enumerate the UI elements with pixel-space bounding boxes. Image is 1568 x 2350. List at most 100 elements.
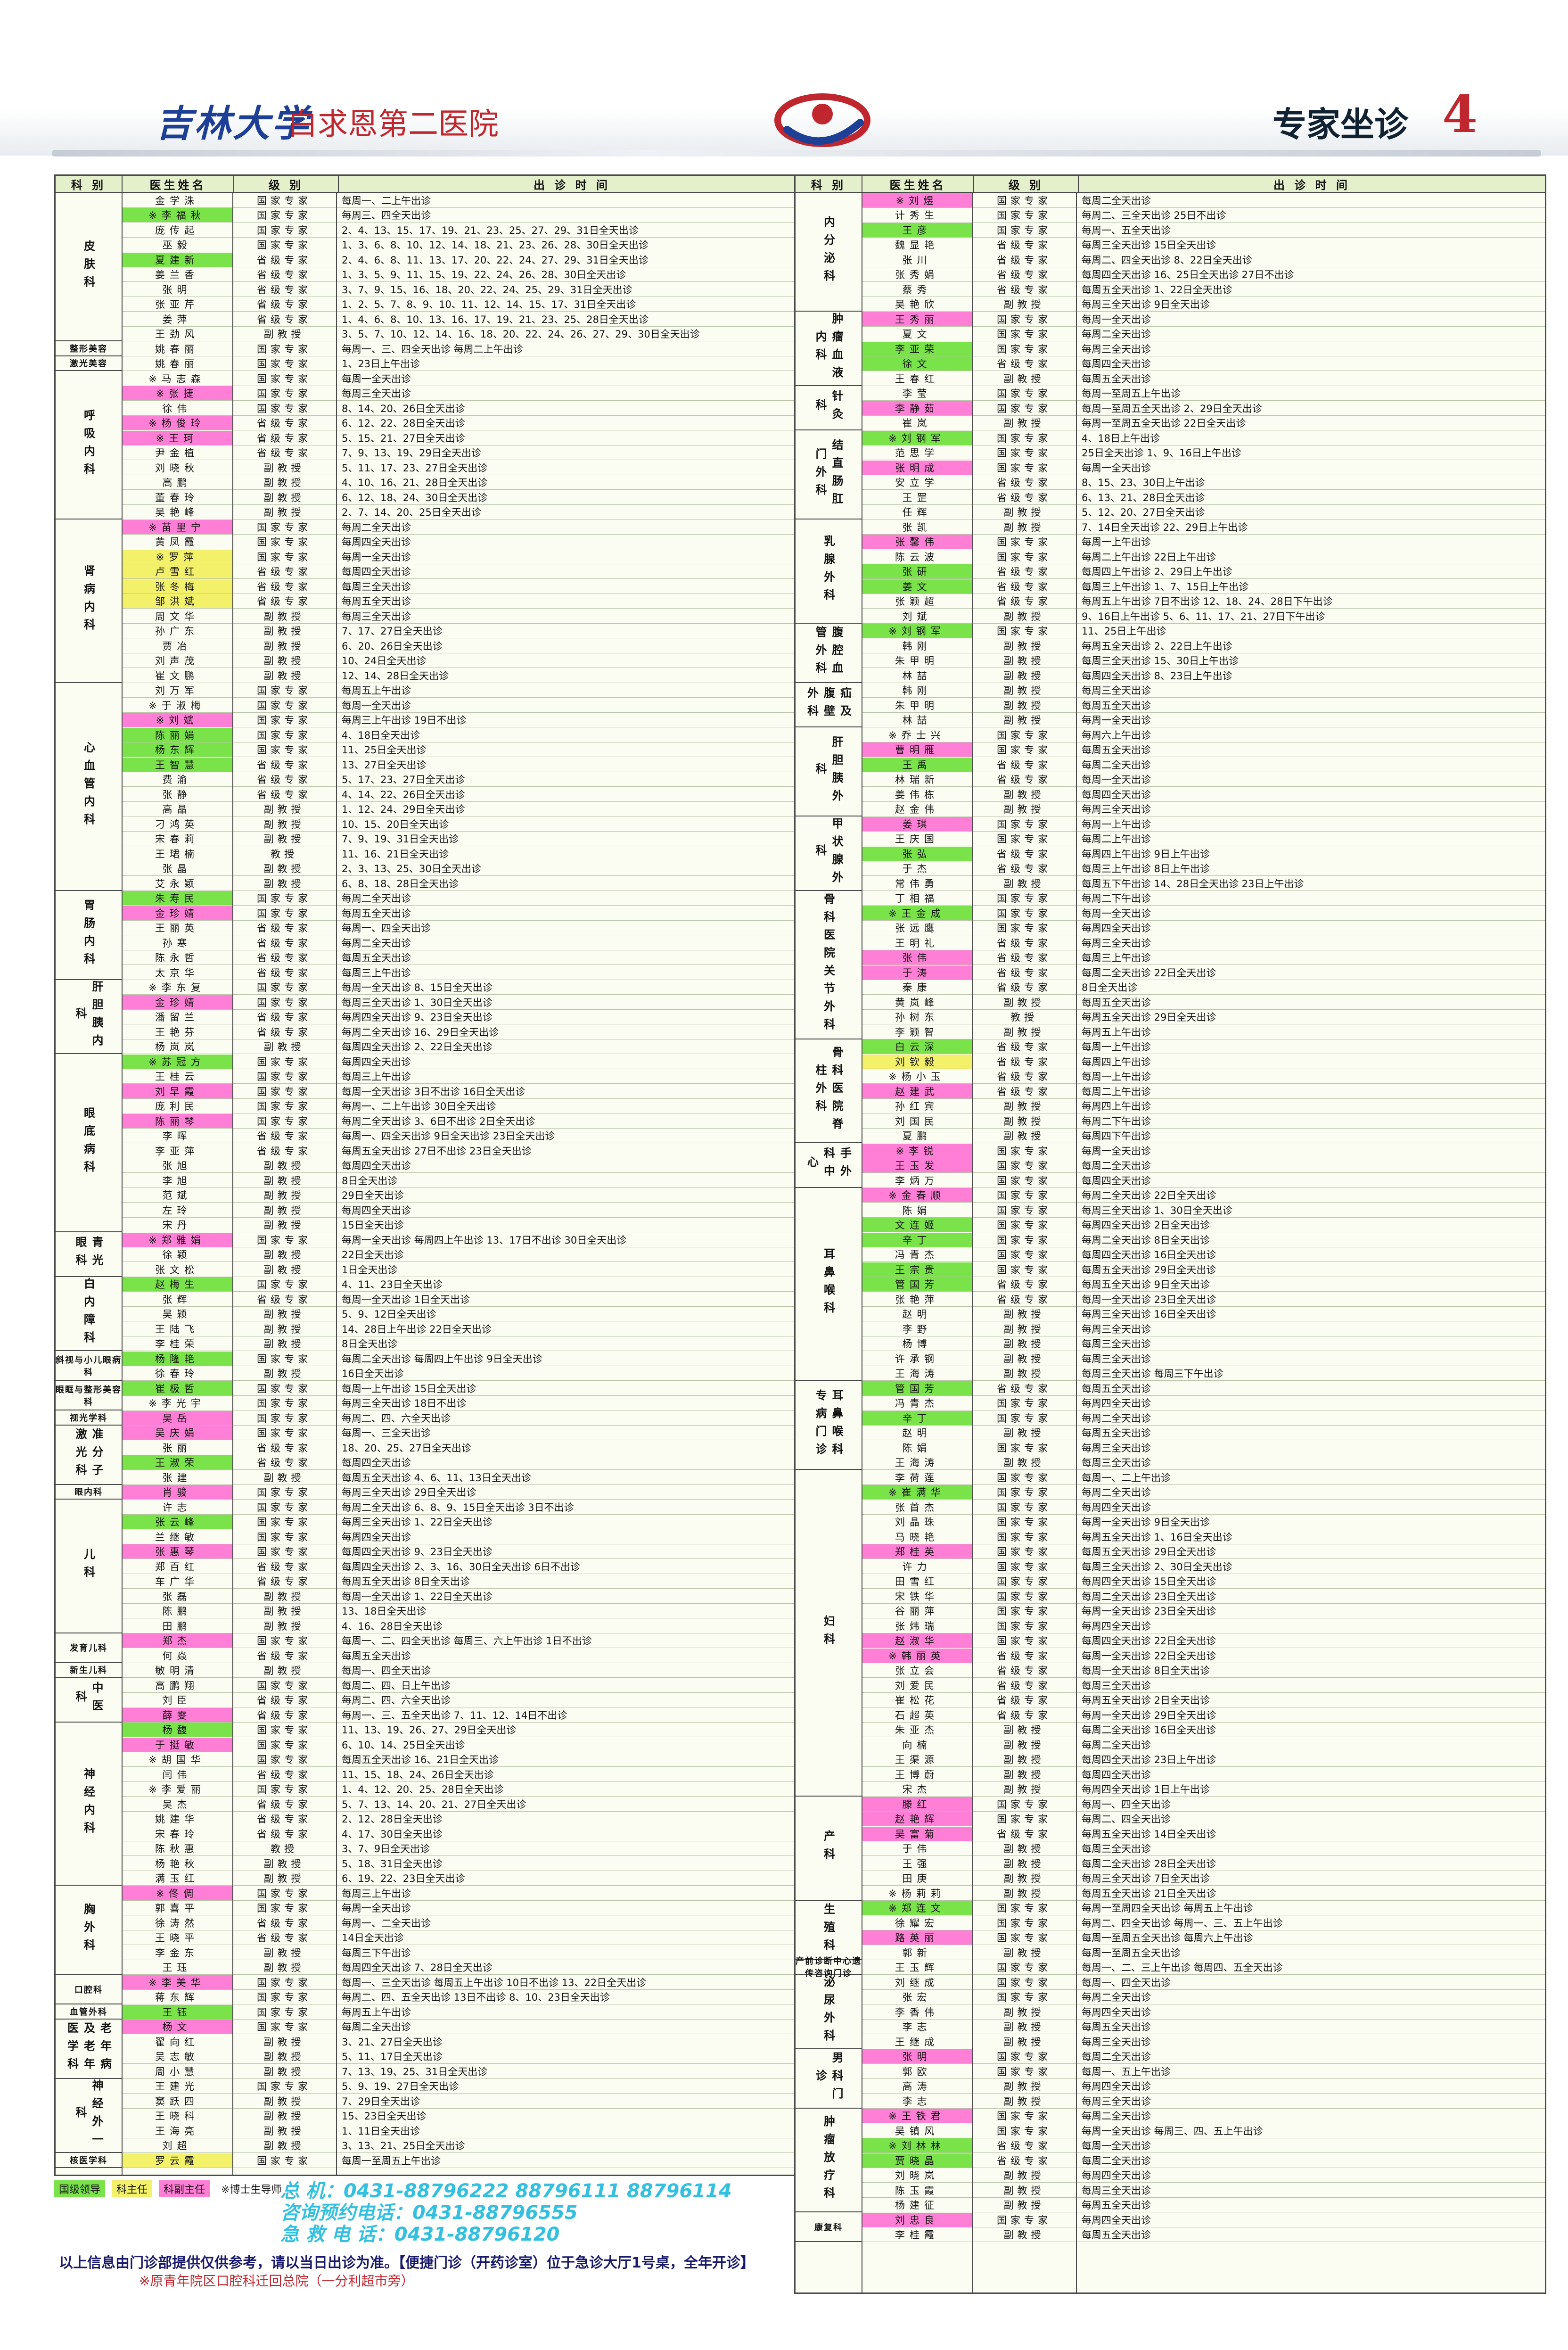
clinic-hours: 每周一全天出诊 每周四上午出诊 13、17日不出诊 30日全天出诊 xyxy=(342,1234,627,1246)
table-row: 范斌 副教授 29日全天出诊 xyxy=(122,1188,805,1203)
table-row: 金珍婧 国家专家 每周三全天出诊 1、30日全天出诊 xyxy=(122,995,805,1009)
row-divider xyxy=(122,1172,805,1173)
doctor-name: ※佟倜 xyxy=(122,1886,232,1900)
doctor-name: 张颖超 xyxy=(895,596,939,607)
page-footer: 国级领导 科主任 科副主任 ※博士生导师 总 机：0431-88796222 8… xyxy=(54,2180,804,2293)
doctor-title: 国家专家 xyxy=(257,1739,312,1751)
table-row: 邹洪斌 省级专家 每周五全天出诊 xyxy=(122,594,805,609)
doctor-name: ※刘林林 xyxy=(862,2138,972,2152)
clinic-hours: 4、14、22、26日全天出诊 xyxy=(342,789,465,800)
clinic-hours: 每周四全天出诊 xyxy=(1082,1398,1151,1409)
clinic-hours: 每周一全天出诊 8、15日全天出诊 xyxy=(342,982,493,993)
clinic-hours: 每周四全天出诊 xyxy=(342,1204,411,1216)
doctor-name: 吴庆娟 xyxy=(122,1426,232,1440)
clinic-hours: 29日全天出诊 xyxy=(342,1190,404,1201)
table-row: 李野 副教授 每周三全天出诊 xyxy=(862,1321,1545,1336)
doctor-name: 黄凤霞 xyxy=(155,536,199,548)
doctor-name: ※苗里宁 xyxy=(122,519,232,534)
doctor-title: 国家专家 xyxy=(997,462,1051,474)
doctor-name: 兰继敏 xyxy=(155,1531,199,1543)
clinic-hours: 每周四全天出诊 xyxy=(1082,2170,1151,2181)
doctor-name: 刘臣 xyxy=(162,1695,192,1706)
clinic-hours: 每周二全天出诊 xyxy=(1082,195,1151,206)
hospital-name: 白求恩第二医院 xyxy=(287,107,499,142)
row-divider xyxy=(122,1291,805,1292)
legend-phd-tutor: ※博士生导师 xyxy=(221,2184,282,2196)
doctor-title: 国家专家 xyxy=(997,536,1051,548)
table-row: ※崔满华 国家专家 每周二全天出诊 xyxy=(862,1485,1545,1500)
department-label: 核医学科 xyxy=(56,2153,122,2168)
department-label: 白内障科 xyxy=(56,1277,122,1351)
doctor-name: 刘忠良 xyxy=(862,2212,972,2227)
clinic-hours: 每周二下午出诊 xyxy=(1082,893,1151,904)
clinic-hours: 每周四上午出诊 9日上午出诊 xyxy=(1082,848,1210,860)
doctor-name: 张馨伟 xyxy=(862,535,972,549)
clinic-hours: 每周四全天出诊 xyxy=(1082,923,1151,934)
doctor-name: 冯青杰 xyxy=(895,1249,939,1261)
row-divider xyxy=(122,831,805,832)
clinic-hours: 每周二全天出诊 23日全天出诊 xyxy=(1082,1591,1216,1602)
table-row: 张首杰 国家专家 每周四全天出诊 xyxy=(862,1500,1545,1514)
table-row: 赵金伟 副教授 每周三全天出诊 xyxy=(862,802,1545,816)
row-divider xyxy=(862,222,1545,223)
clinic-hours: 每周二全天出诊 xyxy=(1082,2051,1151,2062)
clinic-hours: 每周二全天出诊 xyxy=(1082,2155,1151,2167)
clinic-hours: 每周五全天出诊 xyxy=(1082,2229,1151,2241)
doctor-name: 杨艳秋 xyxy=(155,1858,199,1870)
doctor-name: 王建光 xyxy=(155,2081,199,2092)
doctor-title: 副教授 xyxy=(1003,1739,1045,1751)
doctor-name: 张云峰 xyxy=(122,1515,232,1529)
doctor-title: 国家专家 xyxy=(997,1620,1051,1632)
clinic-hours: 每周二全天出诊 16、29日全天出诊 xyxy=(342,1026,499,1038)
table-row: 杨馥 国家专家 11、13、19、26、27、29日全天出诊 xyxy=(122,1723,805,1737)
row-divider xyxy=(862,2093,1545,2094)
clinic-hours: 7、14日全天出诊 22、29日上午出诊 xyxy=(1082,521,1248,533)
table-row: 韩刚 副教授 每周五全天出诊 2、22日上午出诊 xyxy=(862,638,1545,653)
doctor-title: 副教授 xyxy=(263,863,305,874)
doctor-title: 副教授 xyxy=(263,2140,305,2152)
doctor-name: 陈丽琴 xyxy=(122,1113,232,1128)
doctor-name: 李亚荣 xyxy=(862,341,972,356)
table-row: 张旭 副教授 每周四全天出诊 xyxy=(122,1158,805,1173)
doctor-title: 国家专家 xyxy=(997,313,1051,325)
doctor-title: 副教授 xyxy=(263,477,305,488)
clinic-hours: 7、9、13、19、29日全天出诊 xyxy=(342,447,481,459)
doctor-title: 省级专家 xyxy=(257,774,312,785)
doctor-name: 何焱 xyxy=(162,1650,192,1662)
doctor-title: 国家专家 xyxy=(997,1175,1051,1187)
doctor-title: 国家专家 xyxy=(997,2214,1051,2226)
doctor-title: 国家专家 xyxy=(257,536,312,548)
doctor-name: 郭新 xyxy=(902,1947,932,1959)
doctor-name: 王渠源 xyxy=(895,1754,939,1765)
doctor-title: 副教授 xyxy=(263,640,305,652)
clinic-hours: 每周五全天出诊 xyxy=(1082,2021,1151,2033)
doctor-name: ※张捷 xyxy=(122,386,232,400)
legend-deputy-head: 科副主任 xyxy=(159,2180,210,2197)
clinic-hours: 每周一全天出诊 1、22日全天出诊 xyxy=(342,1591,493,1602)
doctor-title: 国家专家 xyxy=(257,1427,312,1439)
doctor-title: 国家专家 xyxy=(257,358,312,370)
doctor-name: ※刘斌 xyxy=(122,713,232,727)
doctor-name: 张冬梅 xyxy=(122,579,232,594)
doctor-title: 副教授 xyxy=(1003,2081,1045,2092)
doctor-name: 刘继成 xyxy=(895,1977,939,1988)
row-divider xyxy=(122,1098,805,1099)
doctor-title: 省级专家 xyxy=(257,923,312,934)
table-row: 朱寿民 国家专家 每周二全天出诊 xyxy=(122,891,805,906)
table-row: ※刘钢军 国家专家 11、25日上午出诊 xyxy=(862,624,1545,638)
doctor-title: 副教授 xyxy=(1003,1323,1045,1335)
doctor-name: 王玉辉 xyxy=(895,1962,939,1973)
doctor-name: 于挺敏 xyxy=(122,1737,232,1752)
row-divider xyxy=(862,2197,1545,2198)
doctor-name: 庞传起 xyxy=(155,224,199,236)
table-row: 王禹 省级专家 每周二全天出诊 xyxy=(862,757,1545,772)
table-row: 贾冶 副教授 6、20、26日全天出诊 xyxy=(122,638,805,653)
clinic-hours: 每周三全天出诊 9日全天出诊 xyxy=(1082,299,1210,310)
table-row: 孙树东 教授 每周五全天出诊 29日全天出诊 xyxy=(862,1010,1545,1024)
table-row: 王钰 国家专家 每周五上午出诊 xyxy=(122,2004,805,2019)
row-divider xyxy=(122,326,805,327)
clinic-hours: 每周五全天出诊 xyxy=(342,596,411,607)
doctor-title: 国家专家 xyxy=(257,685,312,696)
clinic-hours: 每周一全天出诊 3日不出诊 16日全天出诊 xyxy=(342,1086,525,1097)
department-label: 老年病及老年医学科 xyxy=(56,2020,122,2079)
